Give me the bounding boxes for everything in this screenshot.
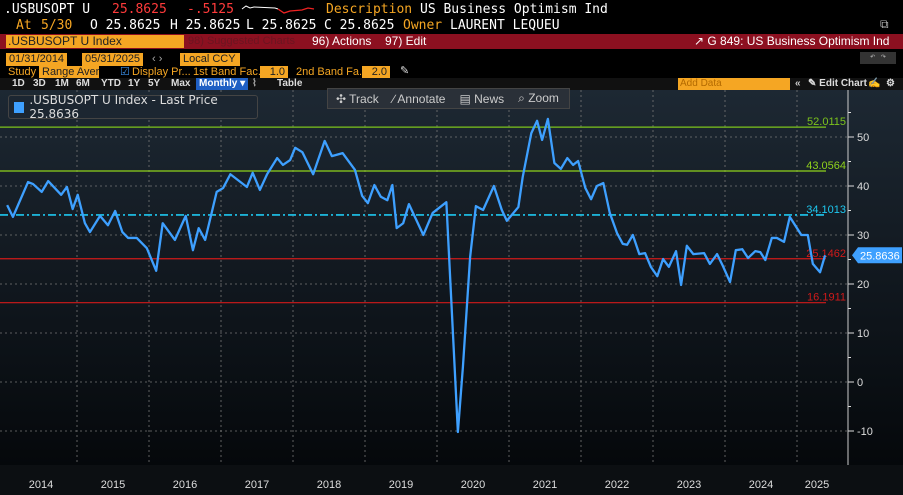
x-tick-label: 2022 — [605, 479, 629, 491]
display-price-checkbox[interactable]: ☑ — [120, 66, 130, 78]
study-label: Study — [8, 66, 37, 78]
end-date-input[interactable]: 05/31/2025 — [82, 53, 144, 66]
period-tab-1m[interactable]: 1M — [55, 78, 69, 89]
undo-redo-buttons[interactable]: ↶ ↷ — [860, 52, 896, 64]
zoom-button[interactable]: ⌕ Zoom — [518, 91, 559, 105]
y-tick-label: 20 — [857, 279, 869, 291]
description-label: Description — [326, 2, 413, 17]
period-select[interactable]: Monthly ▾ — [196, 78, 249, 90]
at-label: At — [16, 18, 32, 33]
x-axis-background — [0, 465, 903, 495]
x-tick-label: 2018 — [317, 479, 341, 491]
study-select[interactable]: Range Avera — [39, 66, 99, 79]
zoom-label: Zoom — [528, 91, 559, 105]
external-link-icon[interactable]: ↗ — [694, 34, 708, 48]
period-tab-ytd[interactable]: YTD — [101, 78, 121, 89]
security-input[interactable]: .USBUSOPT U Index — [6, 35, 184, 48]
legend-text: .USBUSOPT U Index - Last Price 25.8636 — [29, 93, 218, 121]
owner-value: LAURENT LEQUEU — [450, 18, 560, 33]
price-change: -.5125 — [187, 2, 234, 17]
low-value: L 25.8625 — [246, 18, 317, 33]
last-price: 25.8625 — [112, 2, 167, 17]
x-tick-label: 2024 — [749, 479, 773, 491]
plot-background — [0, 90, 903, 465]
x-tick-label: 2016 — [173, 479, 197, 491]
period-tab-max[interactable]: Max — [171, 78, 191, 89]
annotate-button[interactable]: ∕ Annotate — [392, 91, 446, 106]
x-tick-label: 2023 — [677, 479, 701, 491]
band2-input[interactable]: 2.0 — [362, 66, 390, 79]
track-label: Track — [349, 91, 379, 106]
band1-input[interactable]: 1.0 — [260, 66, 288, 79]
currency-select[interactable]: Local CCY — [180, 53, 240, 66]
x-tick-label: 2025 — [805, 479, 829, 491]
add-data-input[interactable]: Add Data — [678, 78, 790, 90]
annotation-icon[interactable]: ✍ — [868, 78, 881, 89]
chart-toolbar: ✣ Track ∕ Annotate ▤ News ⌕ Zoom — [327, 88, 570, 109]
period-tab-5y[interactable]: 5Y — [148, 78, 161, 89]
last-value-label: 25.8636 — [860, 250, 900, 262]
chart-title: ↗ G 849: US Business Optimism Ind — [694, 35, 889, 48]
y-tick-label: -10 — [857, 426, 873, 438]
y-tick-label: 0 — [857, 377, 863, 389]
suggested-charts-button[interactable]: 98) Suggested Charts — [188, 35, 296, 47]
annotate-label: Annotate — [397, 91, 446, 106]
band2-label: 2nd Band Fa... — [296, 66, 369, 78]
band-label: 34.1013 — [806, 204, 846, 216]
table-tab[interactable]: Table — [277, 78, 303, 89]
edit-chart-label: Edit Chart — [819, 78, 867, 89]
band-label: 52.0115 — [807, 116, 846, 128]
y-tick-label: 40 — [857, 181, 869, 193]
news-label: News — [474, 91, 505, 106]
prev-next-icons[interactable]: ‹ › — [152, 53, 163, 65]
chart-title-text: G 849: US Business Optimism Ind — [707, 34, 890, 48]
period-tab-3d[interactable]: 3D — [33, 78, 46, 89]
x-tick-label: 2015 — [101, 479, 125, 491]
pencil-icon[interactable]: ✎ — [400, 65, 410, 77]
description-value: US Business Optimism Ind — [420, 2, 608, 17]
y-tick-label: 10 — [857, 328, 869, 340]
legend-swatch — [14, 101, 25, 113]
news-button[interactable]: ▤ News — [459, 91, 505, 106]
owner-label: Owner — [403, 18, 443, 33]
start-date-input[interactable]: 01/31/2014 — [6, 53, 68, 66]
high-value: H 25.8625 — [170, 18, 241, 33]
sparkline-icon — [241, 5, 315, 14]
x-tick-label: 2020 — [461, 479, 485, 491]
display-price-label: Display Pr... — [132, 66, 191, 78]
close-value: C 25.8625 — [324, 18, 395, 33]
x-tick-label: 2014 — [29, 479, 53, 491]
period-tab-1y[interactable]: 1Y — [128, 78, 141, 89]
band-label: 16.1911 — [807, 292, 846, 304]
line-chart-icon[interactable]: ⌇ — [252, 78, 257, 89]
x-tick-label: 2017 — [245, 479, 269, 491]
track-button[interactable]: ✣ Track — [336, 91, 379, 106]
open-value: O 25.8625 — [90, 18, 161, 33]
edit-chart-button[interactable]: ✎ Edit Chart — [808, 78, 867, 89]
x-tick-label: 2021 — [533, 479, 557, 491]
x-tick-label: 2019 — [389, 479, 413, 491]
ticker: .USBUSOPT U — [4, 2, 91, 17]
at-value: 5/30 — [41, 18, 73, 33]
chart-legend[interactable]: .USBUSOPT U Index - Last Price 25.8636 — [8, 93, 258, 121]
band-label: 25.1462 — [806, 248, 846, 260]
edit-menu[interactable]: 97) Edit — [385, 34, 427, 48]
actions-menu[interactable]: 96) Actions — [312, 34, 372, 48]
gear-icon[interactable]: ⚙ — [886, 78, 895, 89]
period-tab-1d[interactable]: 1D — [12, 78, 25, 89]
band-label: 43.0564 — [806, 160, 846, 172]
last-value-tag — [852, 247, 902, 264]
y-tick-label: 30 — [857, 230, 869, 242]
y-tick-label: 50 — [857, 132, 869, 144]
period-tab-6m[interactable]: 6M — [76, 78, 90, 89]
command-bar — [0, 34, 903, 49]
collapse-icon[interactable]: « — [795, 78, 801, 89]
popout-icon[interactable]: ⧉ — [880, 17, 889, 31]
band1-label: 1st Band Fac... — [193, 66, 267, 78]
